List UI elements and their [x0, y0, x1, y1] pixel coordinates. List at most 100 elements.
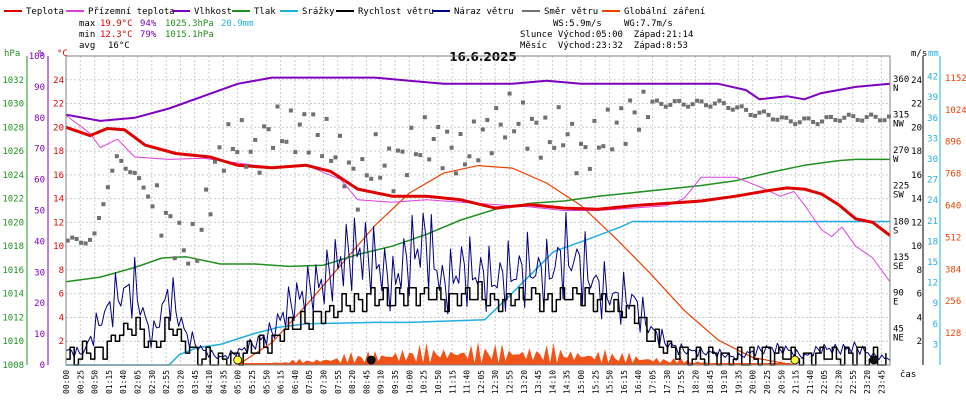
wind-direction-point [181, 248, 186, 253]
wind-direction-point [404, 173, 409, 178]
stats-min-label: min [79, 30, 95, 40]
stats-moon-times: Měsíc Východ:23:32 Západ:8:53 [520, 41, 688, 51]
tick-time: 20:00 [749, 370, 758, 394]
tick-time: 19:10 [720, 370, 729, 394]
tick-hpa: 1012 [2, 313, 24, 323]
tick-direction-degrees: 270 [893, 146, 909, 156]
tick-wind-speed: 22 [911, 100, 922, 110]
legend-label-teplota: Teplota [26, 7, 64, 17]
tick-rain: 42 [927, 73, 938, 83]
wind-direction-point [396, 148, 400, 153]
wind-direction-point [605, 107, 610, 112]
wind-direction-point [463, 162, 467, 167]
wind-direction-point [346, 160, 351, 165]
tick-time: 18:45 [706, 370, 715, 394]
wind-direction-point [637, 127, 641, 132]
tick-time: 10:00 [405, 370, 414, 394]
tick-direction-compass: S [893, 226, 898, 236]
tick-humidity: 60 [34, 176, 45, 186]
wind-direction-point [842, 115, 847, 120]
tick-direction-degrees: 315 [893, 110, 909, 120]
wind-direction-point [556, 105, 561, 110]
wind-direction-point [467, 154, 472, 159]
tick-hpa: 1020 [2, 218, 24, 228]
stats-max-temp: 19.9°C [100, 19, 133, 29]
tick-hpa: 1030 [2, 100, 24, 110]
tick-wind-speed: 4 [917, 313, 922, 323]
tick-time: 12:55 [505, 370, 514, 394]
wind-direction-point [382, 163, 387, 168]
wind-direction-point [565, 132, 570, 137]
wind-direction-point [253, 137, 258, 142]
tick-rain: 24 [927, 196, 938, 206]
wind-direction-point [730, 107, 735, 112]
tick-direction-degrees: 180 [893, 217, 909, 227]
tick-time: 16:15 [620, 370, 629, 394]
tick-radiation: 384 [945, 265, 961, 275]
wind-direction-point [163, 210, 168, 215]
tick-time: 07:55 [334, 370, 343, 394]
wind-direction-point [413, 152, 418, 157]
tick-direction-compass: NE [893, 333, 904, 343]
wind-direction-point [770, 117, 775, 122]
series-line-prizemni-teplota [65, 114, 891, 283]
wind-direction-point [137, 176, 142, 181]
tick-humidity: 90 [34, 83, 45, 93]
tick-direction-compass: N [893, 84, 898, 94]
wind-direction-point [820, 119, 824, 124]
tick-radiation: 1024 [945, 106, 966, 116]
tick-humidity: 40 [34, 237, 45, 247]
tick-time: 01:15 [105, 370, 114, 394]
wind-direction-point [65, 238, 70, 243]
tick-radiation: 128 [945, 329, 961, 339]
tick-direction-degrees: 360 [893, 75, 909, 85]
wind-direction-point [195, 258, 200, 263]
wind-direction-point [547, 140, 552, 145]
tick-time: 00:00 [62, 370, 71, 394]
wind-direction-point [802, 116, 807, 121]
wind-direction-point [828, 115, 833, 119]
wind-direction-point [409, 125, 414, 130]
tick-rain: 39 [927, 93, 938, 103]
wind-direction-point [887, 114, 891, 119]
wind-direction-point [610, 147, 615, 152]
wind-direction-point [235, 150, 240, 155]
wind-direction-point [882, 118, 887, 123]
wind-direction-point [739, 104, 744, 109]
tick-time: 15:00 [577, 370, 586, 394]
wind-direction-point [498, 122, 503, 127]
wind-direction-point [418, 153, 423, 158]
wind-direction-point [70, 235, 75, 240]
wind-direction-point [846, 112, 851, 117]
wind-direction-point [92, 231, 97, 236]
wind-direction-point [471, 119, 476, 124]
tick-time: 21:40 [806, 370, 815, 394]
series-line-globalni-zareni [237, 164, 795, 366]
tick-humidity: 20 [34, 299, 45, 309]
tick-time: 12:05 [477, 370, 486, 394]
wind-direction-point [364, 173, 369, 178]
wind-direction-point [717, 98, 722, 103]
tick-time: 02:30 [148, 370, 157, 394]
wind-direction-point [650, 99, 655, 104]
wind-direction-point [681, 102, 686, 107]
series-layer [65, 76, 891, 366]
wind-direction-point [503, 135, 508, 140]
legend-label-globalni-zareni: Globální záření [624, 7, 705, 17]
wind-direction-point [494, 106, 499, 111]
wind-direction-point [579, 141, 583, 146]
wind-direction-point [672, 99, 677, 104]
wind-direction-point [529, 116, 534, 121]
wind-direction-point [369, 176, 374, 181]
wind-direction-point [873, 114, 878, 119]
wind-direction-point [860, 118, 865, 123]
tick-radiation: 768 [945, 170, 961, 180]
tick-hpa: 1018 [2, 242, 24, 252]
wind-direction-point [574, 171, 579, 176]
tick-time: 13:45 [534, 370, 543, 394]
wind-direction-point [141, 185, 146, 190]
legend-label-naraz-vetru: Náraz větru [454, 7, 514, 17]
wind-direction-point [311, 112, 316, 117]
tick-time: 23:45 [877, 370, 886, 394]
wind-direction-point [480, 127, 485, 132]
